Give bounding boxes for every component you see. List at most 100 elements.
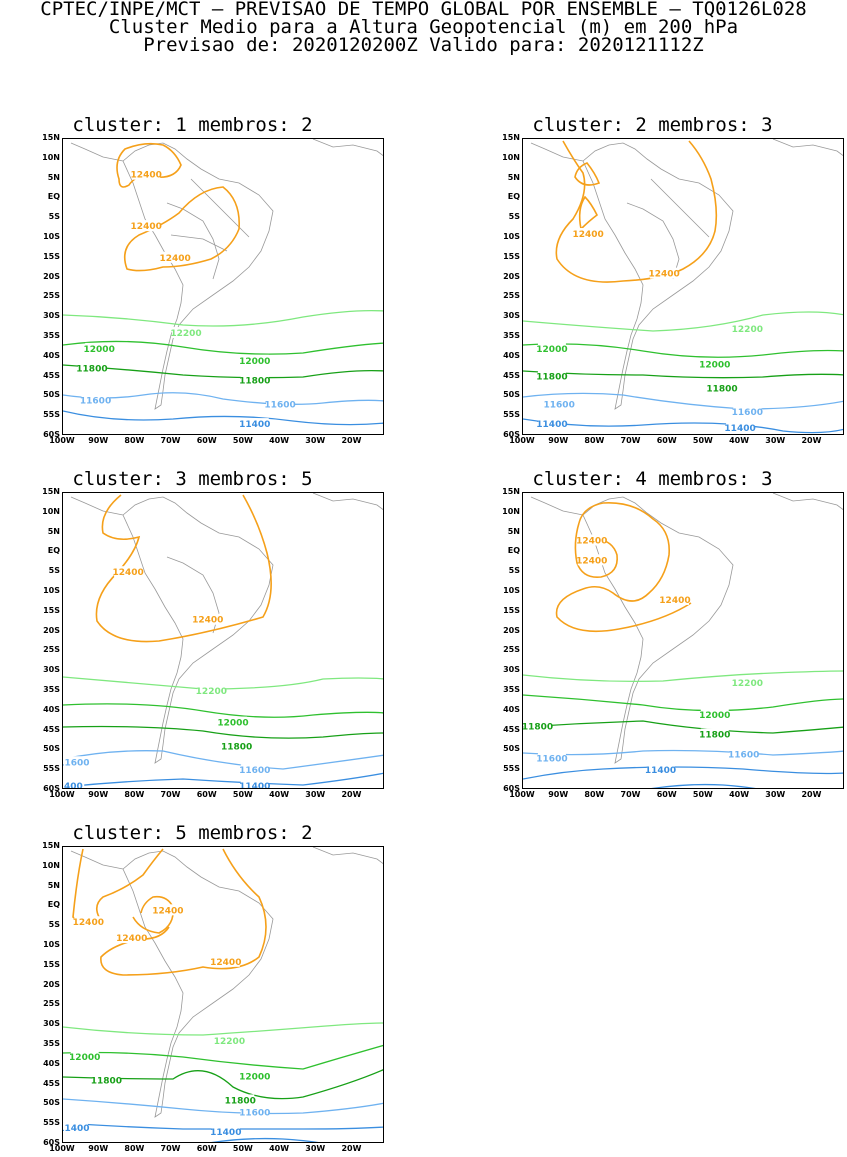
contour-labels: 12400 12400 12400 12200 12000 12000 11800 11800… xyxy=(76,168,296,430)
lon-tick-label: 40W xyxy=(729,436,750,445)
panel-title: cluster: 4 membros: 3 xyxy=(532,468,773,490)
lat-tick-label: 30S xyxy=(43,311,60,321)
lat-tick-label: 55S xyxy=(43,764,60,774)
contour-label: 12200 xyxy=(732,325,763,335)
contour-label-bg xyxy=(650,267,679,279)
lon-tick-label: 50W xyxy=(232,436,253,445)
contour-12000 xyxy=(523,694,843,712)
contour-label: 11400 xyxy=(63,1124,90,1134)
contour-11800 xyxy=(63,364,383,379)
lat-tick-label: 10S xyxy=(43,586,60,595)
lon-tick-label: 90W xyxy=(548,790,569,799)
contour-label: 11600 xyxy=(239,766,270,776)
lon-tick-label: 60W xyxy=(196,436,217,445)
contour-label: 12400 xyxy=(152,906,183,916)
lat-tick-label: 55S xyxy=(503,764,520,774)
lat-tick-label: 60S xyxy=(503,784,520,793)
lat-tick-label: 10N xyxy=(502,152,520,162)
contour-label: 12400 xyxy=(659,596,690,606)
lat-tick-label: 10S xyxy=(43,232,60,241)
contour-label-bg xyxy=(222,740,251,752)
contour-label: 11400 xyxy=(724,424,755,434)
contour-label-bg xyxy=(153,904,182,916)
lon-tick-label: 20W xyxy=(341,1144,362,1153)
lat-tick-label: 55S xyxy=(43,410,60,420)
lat-tick-label: 15N xyxy=(502,133,520,142)
contour-label: 12400 xyxy=(73,918,104,928)
lat-tick-label: 60S xyxy=(43,430,60,439)
contour-label-bg xyxy=(240,780,269,788)
contour-label: 12400 xyxy=(572,230,603,240)
contour-11600 xyxy=(63,1098,383,1115)
contour-label: 11600 xyxy=(80,396,111,406)
contour-label-bg xyxy=(574,228,603,240)
contour-12400 xyxy=(555,502,692,633)
contour-label-bg xyxy=(81,394,110,406)
contour-12400 xyxy=(95,494,272,643)
lon-tick-label: 40W xyxy=(269,436,290,445)
contour-11600 xyxy=(523,749,843,756)
contour-label: 11600 xyxy=(536,754,567,764)
lat-tick-label: 15S xyxy=(503,605,520,615)
map-panel-cluster-5: cluster: 5 membros: 2 15N 10N 5N EQ 5S 10S 15S… xyxy=(0,824,385,1154)
contour-label: 11400 xyxy=(536,420,567,430)
coastline xyxy=(70,493,383,764)
contour-12000 xyxy=(63,340,383,355)
lon-tick-label: 30W xyxy=(305,436,326,445)
lat-tick-label: 40S xyxy=(503,350,520,360)
header-line-3: Previsao de: 2020120200Z Valido para: 20… xyxy=(143,34,704,56)
contour-label: 12000 xyxy=(239,1073,270,1083)
lon-tick-label: 90W xyxy=(88,436,109,445)
contour-label-bg xyxy=(733,406,762,418)
lat-tick-label: 15N xyxy=(42,841,60,850)
lat-tick-label: 40S xyxy=(43,350,60,360)
contour-label: 11800 xyxy=(536,373,567,383)
lat-tick-label: 45S xyxy=(43,1078,60,1088)
lon-tick-label: 40W xyxy=(729,790,750,799)
contour-label-bg xyxy=(240,1070,269,1082)
contour-label-bg xyxy=(211,1126,240,1138)
lat-tick-label: 50S xyxy=(503,744,520,754)
contour-label: 12000 xyxy=(699,711,730,721)
lat-tick-label: 25S xyxy=(43,645,60,655)
header-line-1: CPTEC/INPE/MCT – PREVISAO DE TEMPO GLOBA… xyxy=(40,0,807,20)
lon-tick-label: 80W xyxy=(124,790,145,799)
contour-label: 12200 xyxy=(170,329,201,339)
lat-tick-label: 30S xyxy=(503,665,520,675)
contour-label: 12000 xyxy=(217,719,248,729)
lon-tick-label: 20W xyxy=(341,790,362,799)
lat-tick-label: 10N xyxy=(42,152,60,162)
lon-tick-label: 80W xyxy=(584,790,605,799)
contour-12200 xyxy=(63,1022,383,1036)
contour-label-bg xyxy=(240,354,269,366)
lat-tick-label: 5S xyxy=(508,212,520,222)
contour-label-bg xyxy=(132,168,161,180)
lon-tick-label: 20W xyxy=(801,436,822,445)
lon-tick-label: 70W xyxy=(160,790,181,799)
contour-label-bg xyxy=(537,370,566,382)
contour-label-bg xyxy=(733,323,762,335)
lat-tick-label: 10S xyxy=(43,940,60,949)
contour-label: 12000 xyxy=(699,361,730,371)
panel-title: cluster: 1 membros: 2 xyxy=(72,114,313,136)
contour-label-bg xyxy=(700,358,729,370)
lon-tick-label: 90W xyxy=(88,790,109,799)
contour-12000 xyxy=(63,1044,383,1070)
contour-label: 11800 xyxy=(76,365,107,375)
panel-title: cluster: 3 membros: 5 xyxy=(72,468,313,490)
contour-label: 12400 xyxy=(576,537,607,547)
lat-tick-label: 15N xyxy=(42,133,60,142)
lat-tick-label: 45S xyxy=(503,724,520,734)
contour-label-bg xyxy=(132,220,161,232)
lat-tick-label: 60S xyxy=(503,430,520,439)
coastline xyxy=(70,139,383,410)
lat-tick-label: 35S xyxy=(43,1039,60,1048)
lat-tick-label: 15S xyxy=(43,251,60,261)
lat-tick-label: 50S xyxy=(43,744,60,754)
contour-11400 xyxy=(523,766,843,788)
contour-label: 11800 xyxy=(523,723,553,733)
contour-label: 12200 xyxy=(732,679,763,689)
lat-tick-label: 40S xyxy=(43,1058,60,1068)
contour-label-bg xyxy=(226,1094,255,1106)
lat-tick-label: 30S xyxy=(43,1019,60,1029)
